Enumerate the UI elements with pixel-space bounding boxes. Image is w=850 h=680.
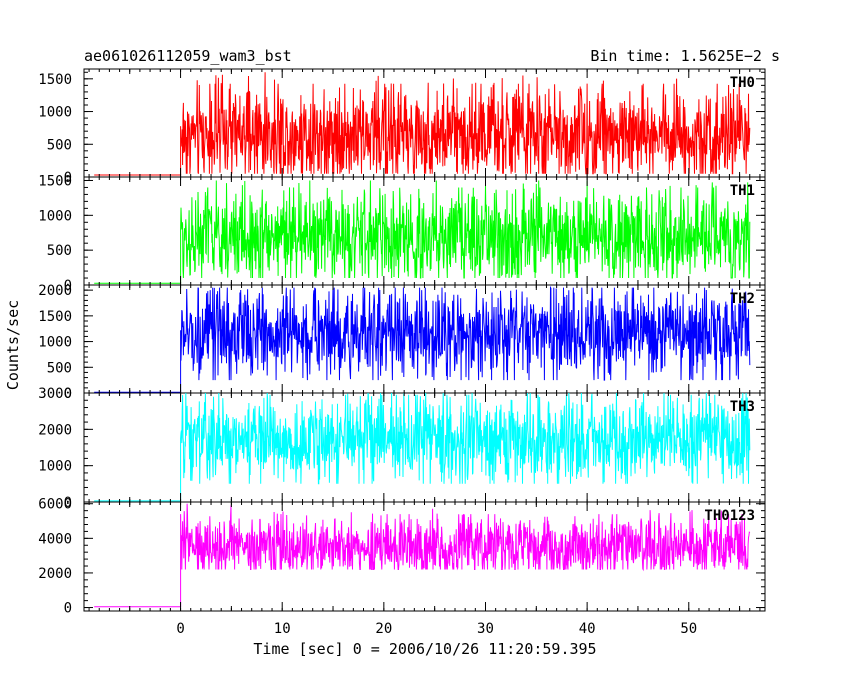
x-tick-label: 50 xyxy=(680,621,697,637)
y-tick-label: 0 xyxy=(64,170,72,186)
y-tick-label: 500 xyxy=(47,137,72,153)
y-tick-label: 1500 xyxy=(38,309,72,325)
series-label-th0123: TH0123 xyxy=(704,508,755,524)
x-axis-label: Time [sec] 0 = 2006/10/26 11:20:59.395 xyxy=(253,640,596,658)
y-tick-label: 1000 xyxy=(38,335,72,351)
series-line-th2 xyxy=(94,285,751,393)
x-tick-label: 30 xyxy=(477,621,494,637)
y-tick-label: 0 xyxy=(64,601,72,617)
series-label-th2: TH2 xyxy=(730,291,755,307)
chart-title-left: ae061026112059_wam3_bst xyxy=(84,47,292,65)
y-tick-label: 6000 xyxy=(38,497,72,513)
y-tick-label: 2000 xyxy=(38,566,72,582)
x-tick-label: 20 xyxy=(375,621,392,637)
x-tick-label: 10 xyxy=(274,621,291,637)
chart-title-right: Bin time: 1.5625E−2 s xyxy=(590,47,780,65)
x-tick-label: 0 xyxy=(176,621,184,637)
y-tick-label: 1500 xyxy=(38,173,72,189)
y-axis-label: Counts/sec xyxy=(4,300,22,390)
y-tick-label: 2000 xyxy=(38,422,72,438)
y-tick-label: 1000 xyxy=(38,105,72,121)
series-label-th3: TH3 xyxy=(730,399,755,415)
y-tick-label: 4000 xyxy=(38,531,72,547)
series-label-th0: TH0 xyxy=(730,75,755,91)
series-line-th0 xyxy=(94,72,751,176)
y-tick-label: 0 xyxy=(64,278,72,294)
y-tick-label: 500 xyxy=(47,360,72,376)
y-tick-label: 1500 xyxy=(38,72,72,88)
y-tick-label: 2000 xyxy=(38,283,72,299)
series-line-th3 xyxy=(94,392,751,502)
x-tick-label: 40 xyxy=(579,621,596,637)
y-tick-label: 0 xyxy=(64,386,72,402)
y-tick-label: 1000 xyxy=(38,459,72,475)
y-tick-label: 500 xyxy=(47,243,72,259)
series-label-th1: TH1 xyxy=(730,183,755,199)
series-line-th0123 xyxy=(94,503,751,608)
y-tick-label: 3000 xyxy=(38,386,72,402)
y-tick-label: 0 xyxy=(64,495,72,511)
series-line-th1 xyxy=(94,180,751,284)
y-tick-label: 1000 xyxy=(38,208,72,224)
